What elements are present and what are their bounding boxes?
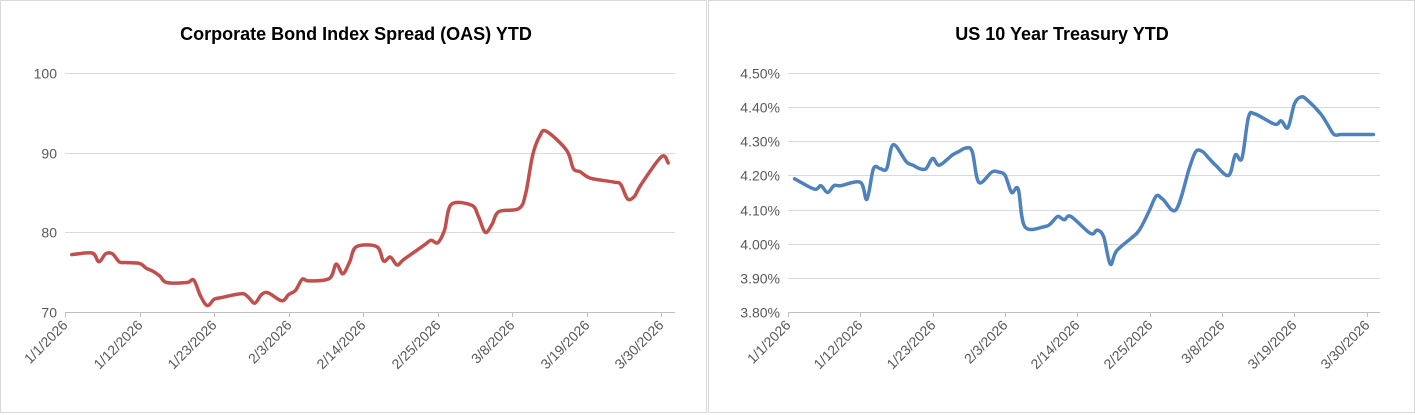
series-line [70, 128, 670, 308]
y-tick-label: 4.50% [740, 66, 780, 82]
x-tick-label: 1/12/2026 [810, 317, 866, 373]
treasury-chart-panel: US 10 Year Treasury YTD 3.80% 3.90% 4.00% 4… [708, 0, 1415, 413]
y-tick-label: 3.80% [740, 305, 780, 321]
y-tick-label: 90 [41, 146, 57, 162]
y-tick-label: 100 [34, 66, 58, 82]
x-tick-label: 1/1/2026 [21, 317, 71, 367]
oas-chart-panel: Corporate Bond Index Spread (OAS) YTD 70… [0, 0, 707, 413]
gridlines [65, 73, 675, 313]
gridlines [788, 73, 1380, 313]
y-tick-label: 4.00% [740, 237, 780, 253]
y-tick-label: 80 [41, 225, 57, 241]
x-tick-label: 3/8/2026 [468, 317, 518, 367]
y-tick-label: 70 [41, 305, 57, 321]
x-tick-label: 1/23/2026 [164, 317, 220, 373]
x-tick-label: 2/3/2026 [245, 317, 295, 367]
x-tick-label: 3/30/2026 [1317, 317, 1373, 373]
x-tick-label: 2/25/2026 [388, 317, 444, 373]
x-tick-label: 3/19/2026 [537, 317, 593, 373]
x-tick-label: 2/25/2026 [1100, 317, 1156, 373]
y-tick-label: 4.20% [740, 168, 780, 184]
x-tick-label: 3/8/2026 [1178, 317, 1228, 367]
oas-chart: Corporate Bond Index Spread (OAS) YTD 70… [21, 24, 675, 373]
y-tick-label: 4.40% [740, 100, 780, 116]
x-tick-label: 2/14/2026 [1027, 317, 1083, 373]
y-tick-label: 4.10% [740, 203, 780, 219]
x-tick-label: 2/3/2026 [961, 317, 1011, 367]
chart-title: US 10 Year Treasury YTD [955, 24, 1168, 44]
y-tick-label: 3.90% [740, 271, 780, 287]
treasury-chart: US 10 Year Treasury YTD 3.80% 3.90% 4.00% 4… [740, 24, 1380, 373]
chart-title: Corporate Bond Index Spread (OAS) YTD [180, 24, 532, 44]
x-tick-label: 3/30/2026 [611, 317, 667, 373]
x-tick-label: 1/23/2026 [883, 317, 939, 373]
series-line [792, 95, 1376, 267]
y-tick-label: 4.30% [740, 134, 780, 150]
x-tick-label: 1/12/2026 [90, 317, 146, 373]
x-tick-label: 1/1/2026 [744, 317, 794, 367]
x-tick-label: 2/14/2026 [313, 317, 369, 373]
x-tick-label: 3/19/2026 [1244, 317, 1300, 373]
